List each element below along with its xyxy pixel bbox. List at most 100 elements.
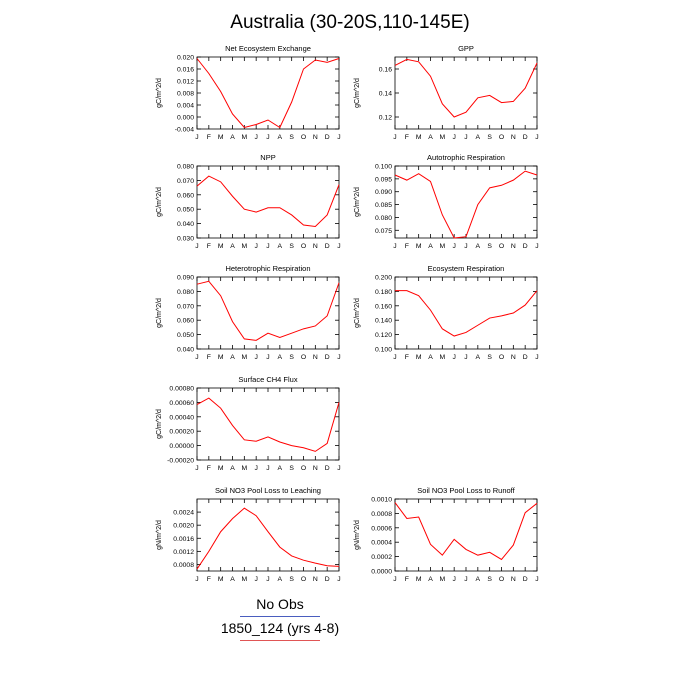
x-tick-label: N [511,134,516,141]
data-point [303,560,304,561]
x-tick-label: D [523,134,528,141]
x-tick-label: A [278,134,283,141]
legend-obs-label: No Obs [256,596,304,612]
data-point [315,451,316,452]
y-tick-label: 0.060 [177,318,194,325]
chart-title: Soil NO3 Pool Loss to Leaching [215,486,321,495]
data-point [303,224,304,225]
x-tick-label: N [313,243,318,250]
chart-svg: Net Ecosystem Exchange gC/m^2/d -0.004 0.00… [156,44,341,141]
data-point [418,516,419,517]
plot-frame [394,165,538,239]
data-point [196,58,197,59]
y-axis-label: gN/m^2/d [156,520,163,550]
data-point [196,284,197,285]
data-point [196,186,197,187]
data-point [232,321,233,322]
x-tick-label: N [313,354,318,361]
data-point [489,317,490,318]
data-point [220,408,221,409]
x-tick-label: J [464,134,467,141]
x-tick-label: M [439,354,445,361]
data-point [291,555,292,556]
series-line [196,175,340,228]
x-tick-label: N [511,576,516,583]
chart-panel-soil-no3-leaching: Soil NO3 Pool Loss to Leaching gN/m^2/d 0.… [156,486,377,619]
data-point [406,518,407,519]
y-tick-label: 0.00020 [169,429,194,436]
data-point [338,566,339,567]
chart-title: Soil NO3 Pool Loss to Runoff [417,486,515,495]
x-tick-label: M [241,354,247,361]
data-point [489,187,490,188]
chart-title: Autotrophic Respiration [427,153,505,162]
x-tick-label: J [337,243,340,250]
data-point [267,531,268,532]
chart-panel-soil-no3-runoff: Soil NO3 Pool Loss to Runoff gN/m^2/d 0.00… [354,486,575,619]
data-point [315,563,316,564]
chart-svg: Soil NO3 Pool Loss to Runoff gN/m^2/d 0.00… [354,486,539,583]
chart-panel-npp: NPP gC/m^2/d 0.030 0.040 0.050 0.060 0.070 0.08… [156,153,377,286]
x-tick-label: D [325,243,330,250]
x-tick-label: A [476,243,481,250]
chart-svg: Ecosystem Respiration gC/m^2/d 0.100 0.120 0… [354,264,539,361]
x-tick-label: A [428,243,433,250]
y-tick-label: 0.070 [177,303,194,310]
y-tick-label: 0.0020 [173,523,194,530]
chart-svg: NPP gC/m^2/d 0.030 0.040 0.050 0.060 0.070 0.08… [156,153,341,250]
x-tick-label: J [337,354,340,361]
x-tick-label: M [241,576,247,583]
data-point [208,175,209,176]
y-axis-label: gC/m^2/d [156,78,163,108]
chart-svg: Soil NO3 Pool Loss to Leaching gN/m^2/d 0.… [156,486,341,583]
y-tick-label: 0.0008 [371,511,392,518]
x-tick-label: A [428,354,433,361]
data-point [465,112,466,113]
chart-title: Net Ecosystem Exchange [225,44,311,53]
data-point [291,333,292,334]
y-tick-label: 0.030 [177,236,194,243]
data-point [394,502,395,503]
x-tick-label: S [289,465,294,472]
x-tick-label: A [230,465,235,472]
data-point [536,290,537,291]
data-point [418,173,419,174]
y-tick-label: 0.0008 [173,562,194,569]
data-point [303,447,304,448]
data-point [406,59,407,60]
y-tick-label: 0.0024 [173,510,194,517]
data-point [338,282,339,283]
data-point [454,116,455,117]
x-tick-label: M [218,354,224,361]
chart-panel-gpp: GPP gC/m^2/d 0.12 0.14 0.16 J F M A M J J A S O N D J [354,44,575,177]
y-tick-label: 0.040 [177,347,194,354]
y-tick-label: 0.090 [375,189,392,196]
x-tick-label: J [195,576,198,583]
data-point [315,226,316,227]
x-tick-label: J [254,465,257,472]
chart-title: GPP [458,44,474,53]
y-tick-label: 0.120 [375,332,392,339]
y-tick-label: 0.008 [177,91,194,98]
x-tick-label: S [289,576,294,583]
x-tick-label: J [337,576,340,583]
x-tick-label: O [499,243,504,250]
x-tick-label: A [278,465,283,472]
data-point [208,397,209,398]
x-tick-label: J [195,134,198,141]
x-tick-label: A [428,134,433,141]
series-line [394,502,538,561]
y-tick-label: 0.016 [177,67,194,74]
x-tick-label: D [523,576,528,583]
y-tick-label: 0.00040 [169,414,194,421]
data-point [477,204,478,205]
y-tick-label: 0.095 [375,176,392,183]
y-tick-label: 0.0012 [173,549,194,556]
x-tick-label: F [405,134,409,141]
x-tick-label: J [452,243,455,250]
x-tick-label: O [301,243,306,250]
data-point [291,214,292,215]
x-tick-label: S [487,576,492,583]
data-point [465,236,466,237]
x-tick-label: F [207,134,211,141]
